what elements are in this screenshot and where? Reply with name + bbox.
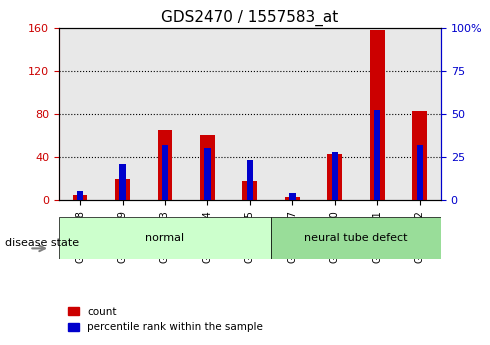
Bar [119,164,125,200]
Bar [77,191,83,200]
Legend: count, percentile rank within the sample: count, percentile rank within the sample [64,303,267,336]
Text: neural tube defect: neural tube defect [304,233,408,243]
Bar [327,154,342,200]
Text: normal: normal [146,233,185,243]
Title: GDS2470 / 1557583_at: GDS2470 / 1557583_at [161,10,339,26]
Bar [370,30,385,200]
Bar [413,111,427,200]
FancyBboxPatch shape [271,217,441,259]
Bar [162,145,168,200]
Bar [246,160,253,200]
Bar [73,195,87,200]
Bar [285,197,300,200]
Bar [157,130,172,200]
Bar [374,110,380,200]
Bar [416,145,423,200]
Bar [115,179,130,200]
Bar [289,193,295,200]
Bar [332,152,338,200]
FancyBboxPatch shape [59,217,271,259]
Text: disease state: disease state [5,238,79,248]
Bar [243,181,257,200]
Bar [200,136,215,200]
Bar [204,148,211,200]
